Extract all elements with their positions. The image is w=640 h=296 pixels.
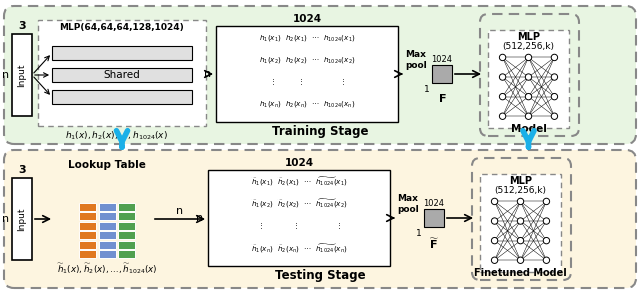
FancyBboxPatch shape (472, 158, 571, 280)
FancyBboxPatch shape (208, 170, 390, 266)
Text: Max
pool: Max pool (397, 194, 419, 214)
Text: n: n (196, 213, 203, 223)
FancyBboxPatch shape (79, 240, 96, 249)
Text: n: n (2, 70, 9, 80)
Circle shape (525, 113, 532, 120)
FancyBboxPatch shape (432, 65, 452, 83)
FancyBboxPatch shape (4, 150, 636, 288)
Text: Training Stage: Training Stage (272, 125, 368, 138)
Text: $\widetilde{h}_1(x),\widetilde{h}_2(x),\ldots,\widetilde{h}_{1024}(x)$: $\widetilde{h}_1(x),\widetilde{h}_2(x),\… (57, 261, 157, 276)
FancyBboxPatch shape (12, 34, 32, 116)
Text: $\widetilde{h}_1(x_1)\ \ \widetilde{h}_2(x_1)\ \ \cdots\ \ \widetilde{h_{1024}}(: $\widetilde{h}_1(x_1)\ \ \widetilde{h}_2… (251, 176, 348, 188)
FancyBboxPatch shape (99, 212, 115, 220)
Text: Shared: Shared (104, 70, 140, 80)
Circle shape (492, 237, 498, 244)
FancyBboxPatch shape (52, 68, 192, 82)
Text: MLP: MLP (509, 176, 532, 186)
Circle shape (551, 74, 557, 80)
Text: Model: Model (511, 124, 547, 134)
Text: $\widetilde{h}_1(x_n)\ \ \widetilde{h}_2(x_n)\ \ \cdots\ \ \widetilde{h_{1024}}(: $\widetilde{h}_1(x_n)\ \ \widetilde{h}_2… (251, 242, 348, 255)
Text: n: n (204, 69, 211, 79)
Text: $h_1(x_2)\ \ h_2(x_2)\ \ \cdots\ \ h_{1024}(x_2)$: $h_1(x_2)\ \ h_2(x_2)\ \ \cdots\ \ h_{10… (259, 55, 355, 65)
Text: 3: 3 (18, 165, 26, 175)
FancyBboxPatch shape (216, 26, 398, 122)
Circle shape (543, 237, 550, 244)
Text: 1: 1 (416, 229, 422, 238)
Text: Finetuned Model: Finetuned Model (474, 268, 567, 278)
FancyBboxPatch shape (4, 6, 636, 144)
Text: $\vdots\qquad\qquad \vdots\qquad\qquad\quad \vdots$: $\vdots\qquad\qquad \vdots\qquad\qquad\q… (257, 221, 341, 231)
Text: $h_1(x), h_2(x), \ldots, h_{1024}(x)$: $h_1(x), h_2(x), \ldots, h_{1024}(x)$ (65, 130, 168, 142)
Circle shape (517, 237, 524, 244)
Circle shape (543, 218, 550, 224)
FancyBboxPatch shape (79, 231, 96, 239)
Circle shape (517, 218, 524, 224)
Circle shape (551, 113, 557, 120)
Text: Testing Stage: Testing Stage (275, 269, 365, 282)
Text: 3: 3 (18, 21, 26, 31)
Text: Max
pool: Max pool (405, 50, 427, 70)
Text: Lookup Table: Lookup Table (68, 160, 146, 170)
Text: MLP: MLP (517, 32, 540, 42)
FancyBboxPatch shape (79, 250, 96, 258)
FancyBboxPatch shape (79, 221, 96, 229)
FancyBboxPatch shape (38, 20, 206, 126)
Text: $\widetilde{\mathbf{F}}$: $\widetilde{\mathbf{F}}$ (429, 236, 439, 251)
FancyBboxPatch shape (488, 30, 569, 128)
Circle shape (517, 257, 524, 263)
Text: $\vdots\qquad\quad \vdots\qquad\qquad\quad \vdots$: $\vdots\qquad\quad \vdots\qquad\qquad\qu… (269, 77, 346, 87)
Text: Input: Input (17, 207, 26, 231)
FancyBboxPatch shape (118, 250, 135, 258)
Circle shape (525, 54, 532, 61)
Circle shape (551, 94, 557, 100)
FancyBboxPatch shape (79, 212, 96, 220)
Text: $h_1(x_n)\ \ h_2(x_n)\ \ \cdots\ \ h_{1024}(x_n)$: $h_1(x_n)\ \ h_2(x_n)\ \ \cdots\ \ h_{10… (259, 99, 355, 109)
FancyBboxPatch shape (99, 202, 115, 210)
Text: Input: Input (17, 63, 26, 87)
FancyBboxPatch shape (12, 178, 32, 260)
FancyBboxPatch shape (99, 250, 115, 258)
Circle shape (525, 74, 532, 80)
FancyBboxPatch shape (99, 231, 115, 239)
Circle shape (517, 198, 524, 205)
Text: n: n (2, 214, 9, 224)
Text: 1024: 1024 (292, 14, 321, 24)
FancyBboxPatch shape (424, 209, 444, 227)
Circle shape (543, 257, 550, 263)
FancyBboxPatch shape (99, 240, 115, 249)
Circle shape (492, 218, 498, 224)
Circle shape (543, 198, 550, 205)
Circle shape (499, 74, 506, 80)
FancyBboxPatch shape (480, 174, 561, 272)
Text: 1024: 1024 (424, 199, 445, 208)
FancyBboxPatch shape (118, 231, 135, 239)
Text: 1024: 1024 (284, 158, 314, 168)
Text: $h_1(x_1)\ \ h_2(x_1)\ \ \cdots\ \ h_{1024}(x_1)$: $h_1(x_1)\ \ h_2(x_1)\ \ \cdots\ \ h_{10… (259, 33, 355, 43)
FancyBboxPatch shape (118, 221, 135, 229)
Text: (512,256,k): (512,256,k) (495, 186, 547, 195)
Circle shape (492, 257, 498, 263)
Text: 1024: 1024 (431, 55, 452, 64)
FancyBboxPatch shape (99, 221, 115, 229)
Text: n: n (177, 206, 184, 216)
Circle shape (499, 54, 506, 61)
Circle shape (525, 94, 532, 100)
Circle shape (499, 113, 506, 120)
FancyBboxPatch shape (79, 202, 96, 210)
FancyBboxPatch shape (118, 202, 135, 210)
FancyBboxPatch shape (480, 14, 579, 136)
FancyBboxPatch shape (52, 90, 192, 104)
FancyBboxPatch shape (118, 212, 135, 220)
Circle shape (551, 54, 557, 61)
Text: (512,256,k): (512,256,k) (502, 42, 554, 51)
Text: 1: 1 (424, 85, 430, 94)
Circle shape (492, 198, 498, 205)
Text: $\mathbf{F}$: $\mathbf{F}$ (438, 92, 446, 104)
Text: MLP(64,64,64,128,1024): MLP(64,64,64,128,1024) (60, 23, 184, 32)
Text: $\widetilde{h}_1(x_2)\ \ \widetilde{h}_2(x_2)\ \ \cdots\ \ \widetilde{h_{1024}}(: $\widetilde{h}_1(x_2)\ \ \widetilde{h}_2… (251, 198, 348, 210)
Circle shape (499, 94, 506, 100)
FancyBboxPatch shape (52, 46, 192, 60)
FancyBboxPatch shape (118, 240, 135, 249)
